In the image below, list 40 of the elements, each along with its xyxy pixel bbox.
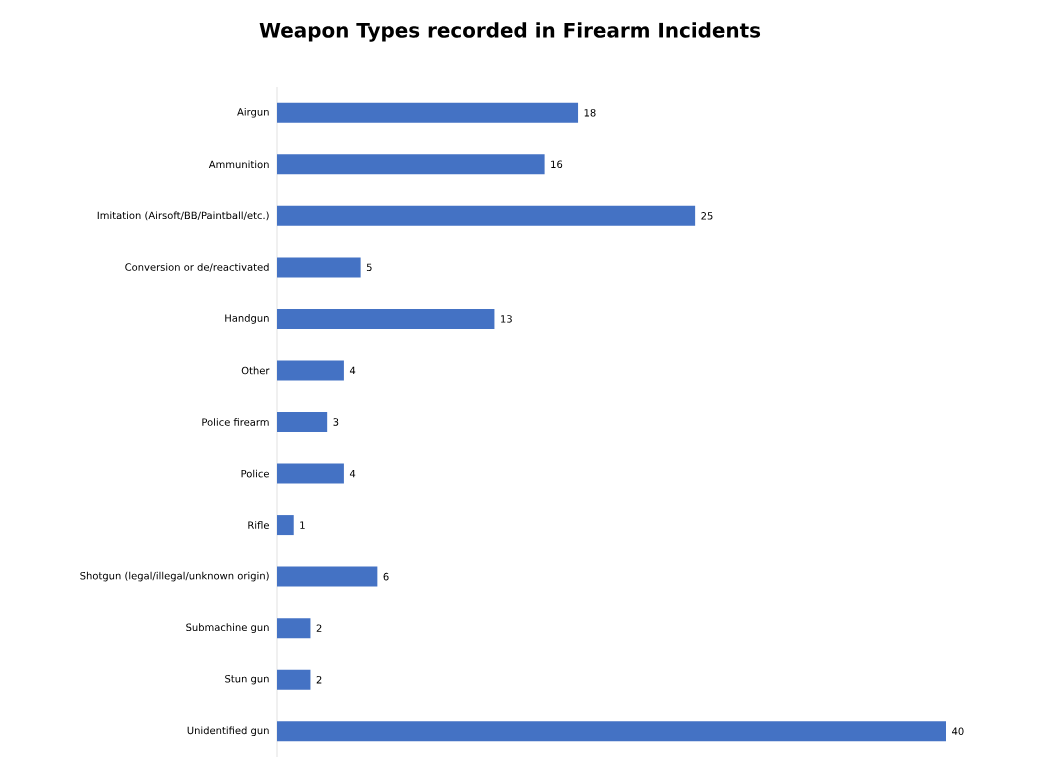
y-tick-label: Unidentified gun bbox=[187, 726, 269, 737]
data-label: 1 bbox=[300, 521, 305, 529]
data-label: 3 bbox=[333, 418, 339, 426]
bar bbox=[277, 412, 328, 432]
bar bbox=[277, 205, 696, 226]
y-tick-label: Stun gun bbox=[225, 674, 269, 685]
bar bbox=[277, 669, 311, 690]
bar bbox=[277, 463, 344, 484]
y-tick-label: Submachine gun bbox=[186, 623, 269, 633]
y-tick-label: Police bbox=[241, 469, 269, 478]
bar bbox=[277, 618, 311, 639]
data-label: 13 bbox=[501, 315, 512, 323]
bar bbox=[277, 257, 361, 278]
data-label: 5 bbox=[366, 263, 372, 272]
y-tick-label: Conversion or de/reactivated bbox=[125, 263, 269, 272]
bar bbox=[277, 721, 947, 742]
data-label: 2 bbox=[316, 624, 322, 632]
data-label: 18 bbox=[584, 108, 596, 117]
y-tick-label: Police firearm bbox=[202, 418, 269, 426]
data-label: 16 bbox=[551, 160, 563, 169]
chart-title: Weapon Types recorded in Firearm Incidents bbox=[259, 22, 761, 42]
bar bbox=[277, 102, 579, 123]
y-tick-label: Airgun bbox=[237, 107, 269, 118]
bar bbox=[277, 154, 545, 175]
data-label: 25 bbox=[701, 212, 713, 220]
y-tick-label: Rifle bbox=[248, 521, 269, 529]
y-tick-label: Shotgun (legal/illegal/unknown origin) bbox=[80, 571, 269, 582]
bar bbox=[277, 308, 495, 329]
bar bbox=[277, 566, 378, 587]
y-tick-label: Imitation (Airsoft/BB/Paintball/etc.) bbox=[97, 211, 269, 221]
y-tick-label: Ammunition bbox=[208, 160, 269, 169]
bar bbox=[277, 515, 294, 536]
data-label: 4 bbox=[349, 366, 356, 375]
data-label: 4 bbox=[349, 469, 356, 478]
data-label: 2 bbox=[316, 675, 322, 684]
bar bbox=[277, 360, 344, 381]
y-tick-label: Other bbox=[241, 366, 270, 375]
y-tick-label: Handgun bbox=[225, 314, 269, 324]
data-label: 6 bbox=[383, 572, 389, 581]
data-label: 40 bbox=[952, 727, 964, 736]
